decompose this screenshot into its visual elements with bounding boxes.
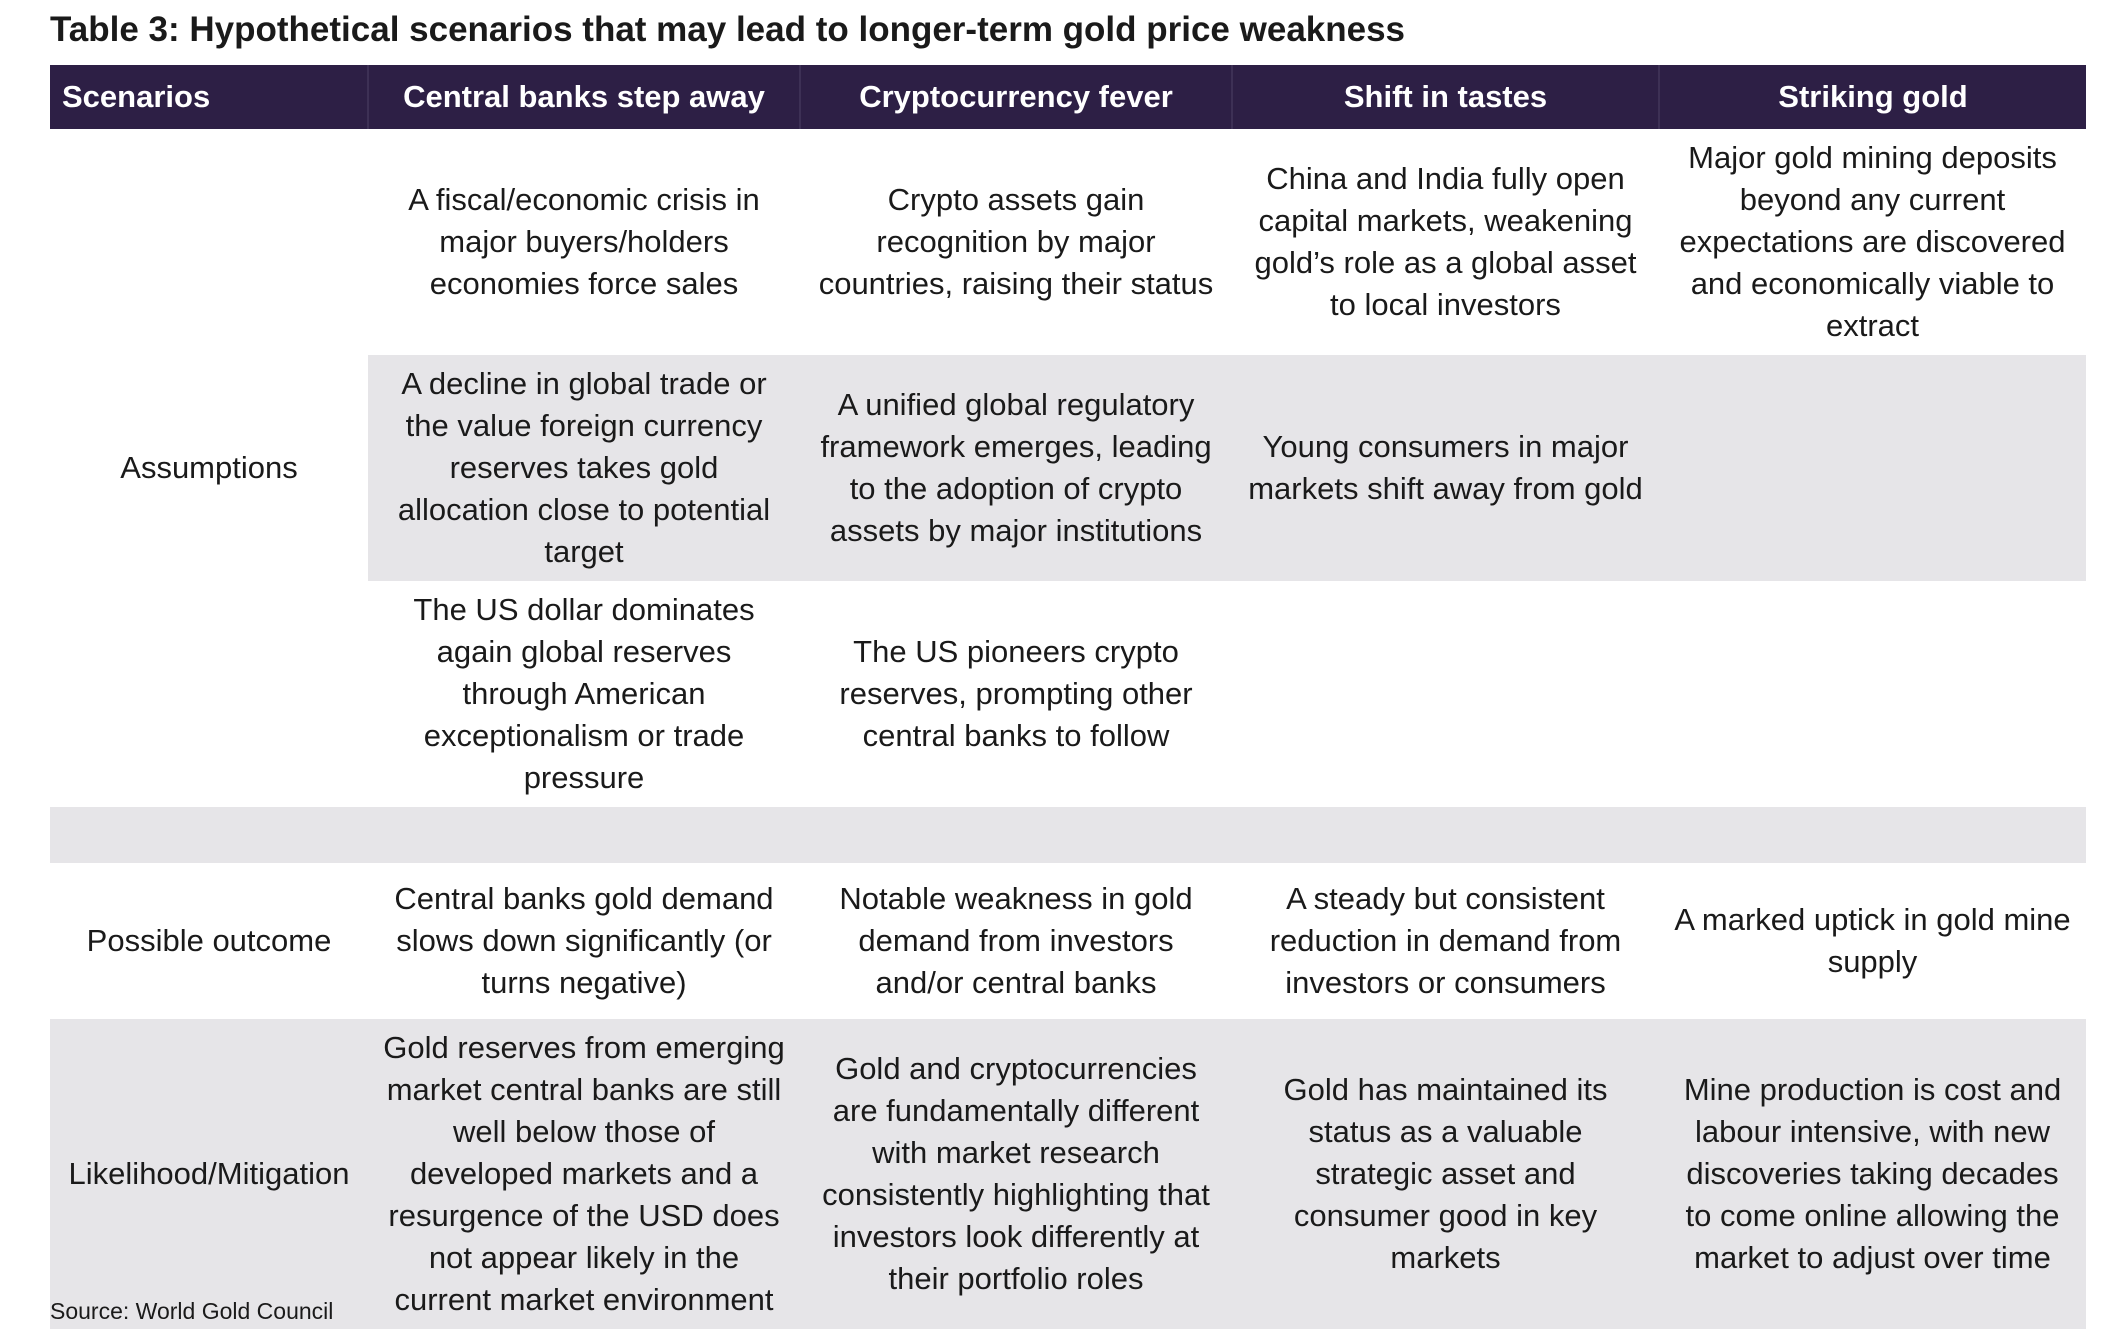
table-cell: A unified global regulatory framework em… <box>800 355 1232 581</box>
row-label-assumptions: Assumptions <box>120 450 298 485</box>
table-cell: A fiscal/economic crisis in major buyers… <box>408 182 760 301</box>
row-label-outcome: Possible outcome <box>86 923 332 958</box>
table-cell: Central banks gold demand slows down sig… <box>394 881 774 1000</box>
header-scenarios: Scenarios <box>50 65 368 129</box>
row-label-likelihood: Likelihood/Mitigation <box>50 1019 368 1329</box>
table-cell <box>1659 355 2086 581</box>
table-cell <box>1232 581 1659 807</box>
table-cell: The US pioneers crypto reserves, prompti… <box>839 634 1193 753</box>
assumptions-row-2: A decline in global trade or the value f… <box>50 355 2086 581</box>
table-cell: Gold has maintained its status as a valu… <box>1232 1019 1659 1329</box>
assumptions-row-1: Assumptions A fiscal/economic crisis in … <box>50 129 2086 485</box>
table-cell: Major gold mining deposits beyond any cu… <box>1679 140 2066 343</box>
header-striking-gold: Striking gold <box>1658 65 2086 129</box>
header-row: Scenarios Central banks step away Crypto… <box>50 65 2086 129</box>
header-central-banks: Central banks step away <box>367 65 800 129</box>
table-cell: Young consumers in major markets shift a… <box>1232 355 1659 581</box>
outcome-row: Possible outcome Central banks gold dema… <box>50 863 2086 1019</box>
table-cell: Notable weakness in gold demand from inv… <box>839 881 1193 1000</box>
table-cell: The US dollar dominates again global res… <box>413 592 755 795</box>
table-cell: Gold and cryptocurrencies are fundamenta… <box>800 1019 1232 1329</box>
table-cell: A marked uptick in gold mine supply <box>1674 902 2071 979</box>
likelihood-row: Likelihood/Mitigation Gold reserves from… <box>50 1019 2086 1329</box>
separator-cell <box>50 807 2086 863</box>
table-cell: A decline in global trade or the value f… <box>368 355 800 581</box>
table-cell: Mine production is cost and labour inten… <box>1659 1019 2086 1329</box>
table-cell: Gold reserves from emerging market centr… <box>368 1019 800 1329</box>
table-cell <box>1659 581 2086 807</box>
separator-row <box>50 807 2086 863</box>
header-crypto: Cryptocurrency fever <box>799 65 1232 129</box>
table-title: Table 3: Hypothetical scenarios that may… <box>50 10 1406 49</box>
table-cell: Crypto assets gain recognition by major … <box>818 182 1214 301</box>
table-cell: China and India fully open capital marke… <box>1254 161 1637 322</box>
table-cell: A steady but consistent reduction in dem… <box>1269 881 1622 1000</box>
assumptions-row-3: The US dollar dominates again global res… <box>50 581 2086 807</box>
scenarios-table: Scenarios Central banks step away Crypto… <box>50 65 2086 1329</box>
source-note: Source: World Gold Council <box>50 1298 334 1324</box>
header-shift-tastes: Shift in tastes <box>1231 65 1659 129</box>
